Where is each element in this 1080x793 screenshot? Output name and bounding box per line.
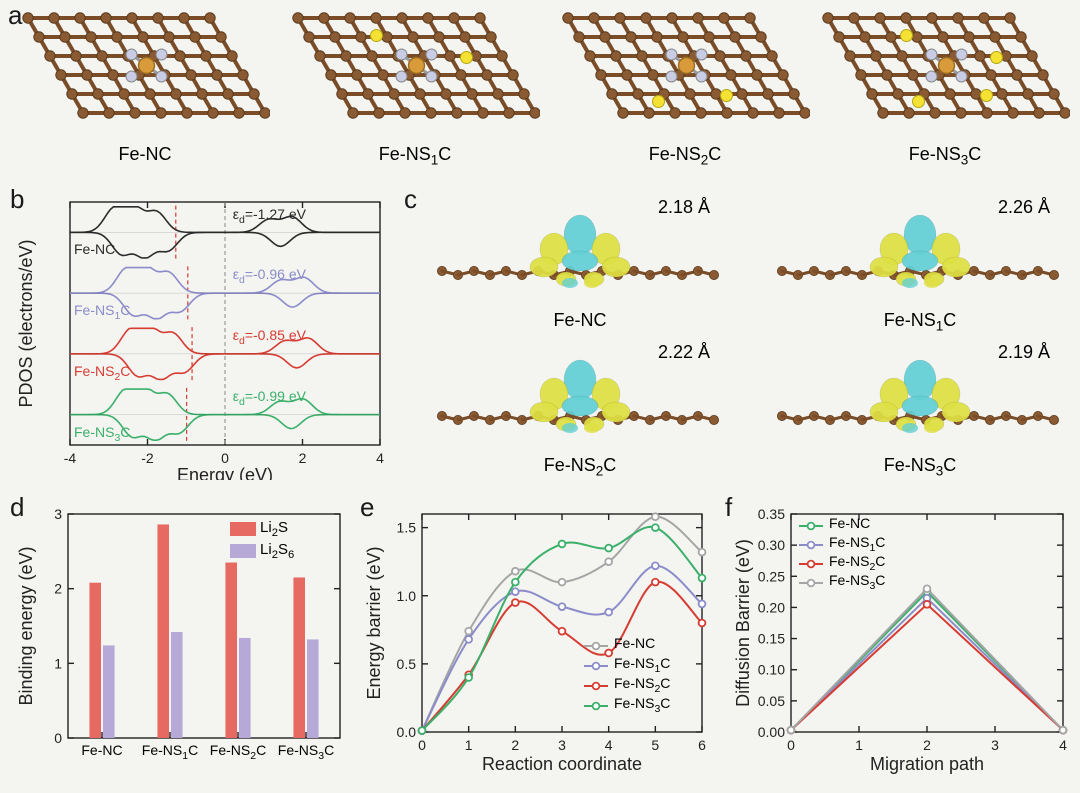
cdiff-caption: Fe-NS2C xyxy=(430,455,730,479)
panel-f-label: f xyxy=(725,492,732,523)
structure-caption: Fe-NC xyxy=(20,144,270,165)
panel-f: f 012340.000.050.100.150.200.250.300.35M… xyxy=(725,500,1070,780)
svg-text:0: 0 xyxy=(54,730,62,746)
svg-text:4: 4 xyxy=(1059,737,1067,753)
svg-text:0.0: 0.0 xyxy=(397,724,417,740)
svg-text:4: 4 xyxy=(376,450,384,466)
svg-text:3: 3 xyxy=(991,737,999,753)
figure: a Fe-NCFe-NS1CFe-NS2CFe-NS3C b -4-2024En… xyxy=(0,0,1080,793)
svg-text:2: 2 xyxy=(299,450,307,466)
panel-b: b -4-2024Energy (eV)PDOS (electrons/eV)F… xyxy=(10,190,390,480)
svg-text:Energy barrier (eV): Energy barrier (eV) xyxy=(364,546,384,699)
svg-text:0.15: 0.15 xyxy=(758,631,785,647)
svg-text:0.20: 0.20 xyxy=(758,599,785,615)
svg-text:0.10: 0.10 xyxy=(758,662,785,678)
svg-text:5: 5 xyxy=(651,737,659,753)
svg-text:-4: -4 xyxy=(64,450,77,466)
cdiff-caption: Fe-NC xyxy=(430,310,730,331)
cdiff-Fe-NS2C: 2.22 Å Fe-NS2C xyxy=(430,340,730,480)
panel-e-label: e xyxy=(360,492,374,523)
cdiff-caption: Fe-NS1C xyxy=(770,310,1070,334)
svg-text:3: 3 xyxy=(558,737,566,753)
cdiff-Fe-NC: 2.18 Å Fe-NC xyxy=(430,195,730,335)
svg-text:2: 2 xyxy=(54,581,62,597)
svg-text:0.30: 0.30 xyxy=(758,537,785,553)
distance-label: 2.26 Å xyxy=(998,197,1050,218)
svg-text:4: 4 xyxy=(605,737,613,753)
svg-text:2: 2 xyxy=(923,737,931,753)
svg-text:Diffusion Barrier (eV): Diffusion Barrier (eV) xyxy=(733,539,753,707)
svg-text:1: 1 xyxy=(855,737,863,753)
distance-label: 2.18 Å xyxy=(658,197,710,218)
svg-text:0: 0 xyxy=(221,450,229,466)
svg-text:0.05: 0.05 xyxy=(758,693,785,709)
structure-caption: Fe-NS2C xyxy=(560,144,810,168)
diffusion-barrier-chart: 0 1 2 3 4 0.00 0.05 0.10 0.15 0.20 0.25 0.30 0.35 Mig… xyxy=(725,500,1070,780)
structure-Fe-NS1C: Fe-NS1C xyxy=(290,8,540,168)
cdiff-Fe-NS1C: 2.26 Å Fe-NS1C xyxy=(770,195,1070,335)
svg-text:0.00: 0.00 xyxy=(758,724,785,740)
panel-b-label: b xyxy=(10,184,24,215)
binding-energy-bar-chart: 0123Binding energy (eV)Fe-NCFe-NS1CFe-NS… xyxy=(10,500,345,780)
svg-text:0.25: 0.25 xyxy=(758,568,785,584)
svg-text:3: 3 xyxy=(54,506,62,522)
svg-text:PDOS (electrons/eV): PDOS (electrons/eV) xyxy=(16,239,36,407)
svg-text:2: 2 xyxy=(511,737,519,753)
svg-text:-2: -2 xyxy=(141,450,154,466)
energy-barrier-chart: 0 1 2 3 4 5 6 0.0 0.5 1.0 1.5 Reaction coordinate En… xyxy=(360,500,710,780)
cdiff-caption: Fe-NS3C xyxy=(770,455,1070,479)
svg-text:Reaction coordinate: Reaction coordinate xyxy=(482,754,642,774)
svg-text:0: 0 xyxy=(787,737,795,753)
structure-Fe-NS2C: Fe-NS2C xyxy=(560,8,810,168)
structure-caption: Fe-NS1C xyxy=(290,144,540,168)
structure-Fe-NS3C: Fe-NS3C xyxy=(820,8,1070,168)
svg-text:Energy (eV): Energy (eV) xyxy=(177,465,273,480)
svg-text:1.0: 1.0 xyxy=(397,588,417,604)
panel-d-label: d xyxy=(10,492,24,523)
svg-text:6: 6 xyxy=(698,737,706,753)
svg-text:1: 1 xyxy=(465,737,473,753)
svg-text:0.5: 0.5 xyxy=(397,656,417,672)
structure-caption: Fe-NS3C xyxy=(820,144,1070,168)
svg-text:0: 0 xyxy=(418,737,426,753)
structure-Fe-NC: Fe-NC xyxy=(20,8,270,165)
svg-text:Migration path: Migration path xyxy=(870,754,984,774)
svg-text:Binding energy (eV): Binding energy (eV) xyxy=(16,546,36,705)
distance-label: 2.22 Å xyxy=(658,342,710,363)
panel-d: d 0123Binding energy (eV)Fe-NCFe-NS1CFe-… xyxy=(10,500,345,780)
distance-label: 2.19 Å xyxy=(998,342,1050,363)
svg-text:0.35: 0.35 xyxy=(758,506,785,522)
svg-text:1.5: 1.5 xyxy=(397,520,417,536)
panel-c-label: c xyxy=(404,184,417,215)
panel-a: a Fe-NCFe-NS1CFe-NS2CFe-NS3C xyxy=(0,0,1080,180)
panel-e: e 01234560.00.51.01.5Reaction coordinate… xyxy=(360,500,710,780)
pdos-chart: -4-2024Energy (eV)PDOS (electrons/eV)Fe-… xyxy=(10,190,390,480)
cdiff-Fe-NS3C: 2.19 Å Fe-NS3C xyxy=(770,340,1070,480)
panel-c: c 2.18 ÅFe-NC2.26 ÅFe-NS1C2.22 ÅFe-NS2C2… xyxy=(410,190,1070,480)
svg-text:1: 1 xyxy=(54,655,62,671)
